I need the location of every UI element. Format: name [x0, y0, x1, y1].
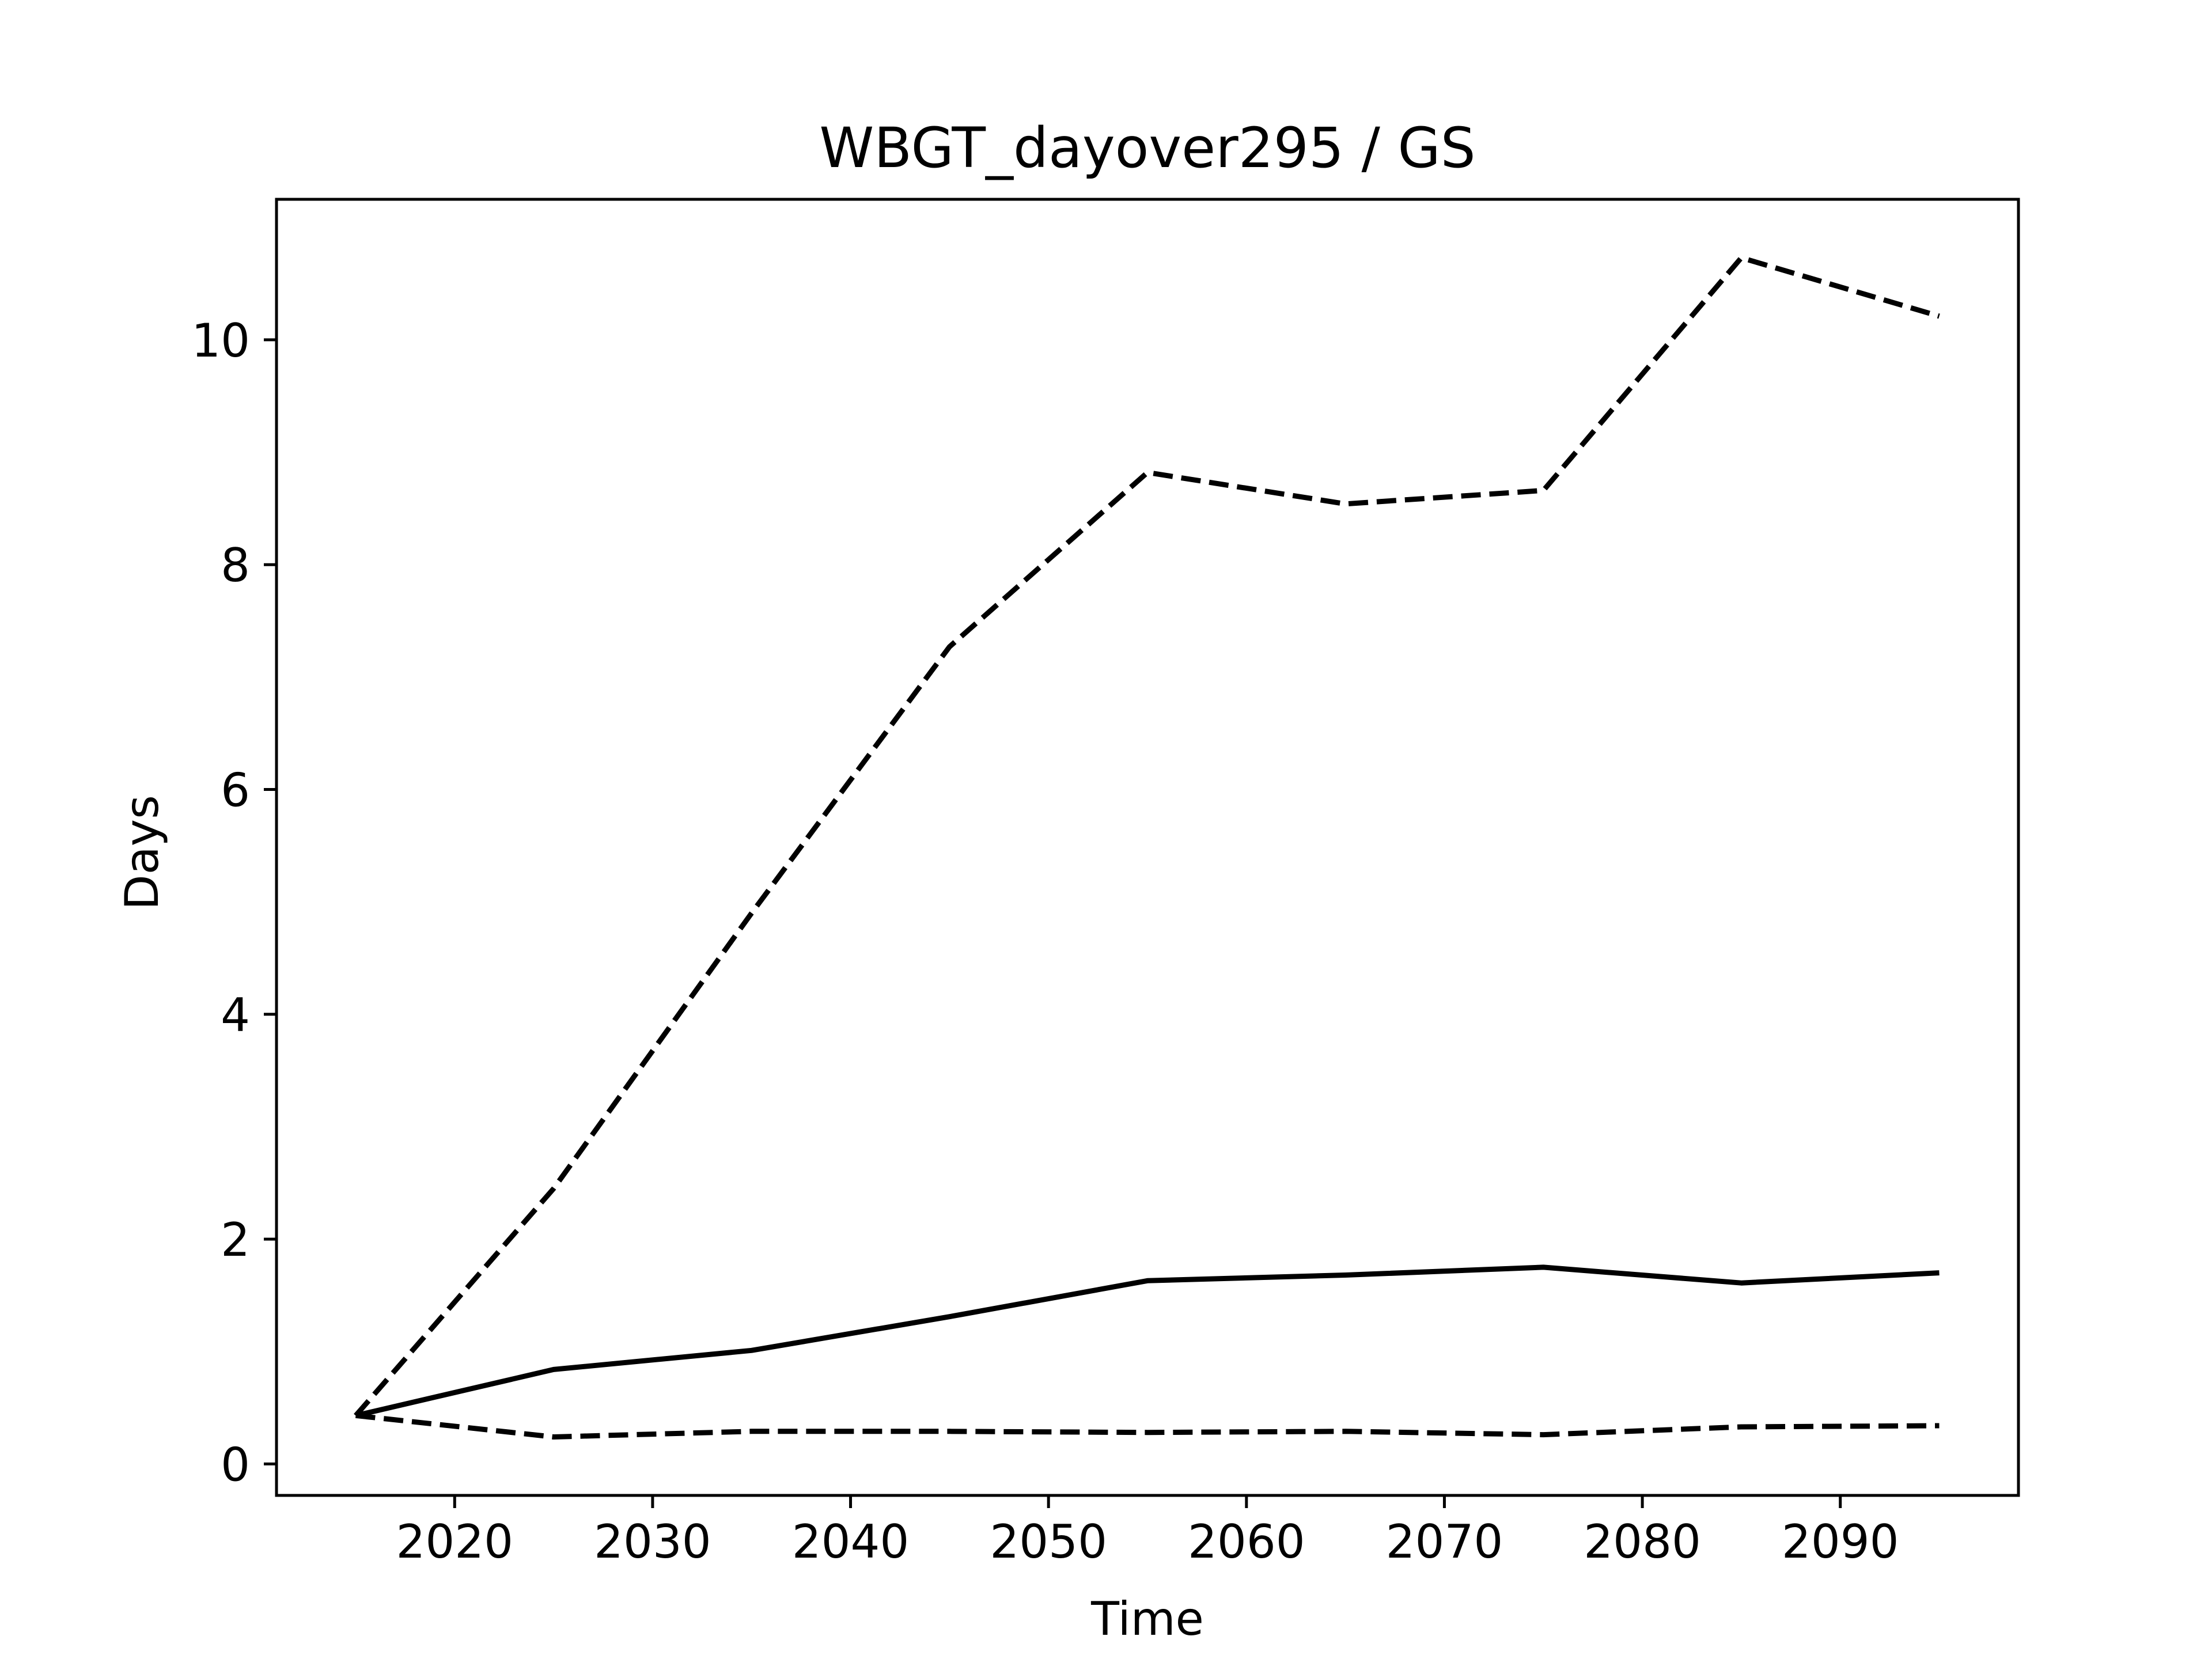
x-tick-label: 2030: [594, 1515, 711, 1569]
x-axis: 2020 2030 2040 2050 2060 2070 2080 2090: [396, 1495, 1899, 1569]
y-tick-label: 8: [221, 539, 250, 592]
y-tick-label: 4: [221, 988, 250, 1042]
x-tick-label: 2020: [396, 1515, 513, 1569]
x-tick-label: 2070: [1386, 1515, 1503, 1569]
y-tick-label: 0: [221, 1438, 250, 1491]
y-axis-label: Days: [115, 795, 169, 910]
y-tick-label: 10: [191, 314, 250, 368]
series-layer: [354, 255, 1940, 1440]
x-tick-label: 2060: [1188, 1515, 1305, 1569]
x-tick-label: 2050: [990, 1515, 1107, 1569]
plot-frame: [275, 198, 2020, 1497]
series-line-1-solid: [355, 1264, 1940, 1418]
chart-title: WBGT_dayover295 / GS: [819, 116, 1475, 180]
x-tick-label: 2080: [1584, 1515, 1701, 1569]
series-line-3-dashed: [355, 1412, 1940, 1440]
y-tick-label: 2: [221, 1213, 250, 1267]
y-tick-label: 6: [221, 764, 250, 817]
x-tick-label: 2040: [792, 1515, 910, 1569]
x-tick-label: 2090: [1782, 1515, 1899, 1569]
y-axis: 0 2 4 6 8 10: [191, 314, 276, 1491]
series-line-2-dashed: [354, 255, 1940, 1418]
x-axis-label: Time: [1090, 1592, 1204, 1646]
